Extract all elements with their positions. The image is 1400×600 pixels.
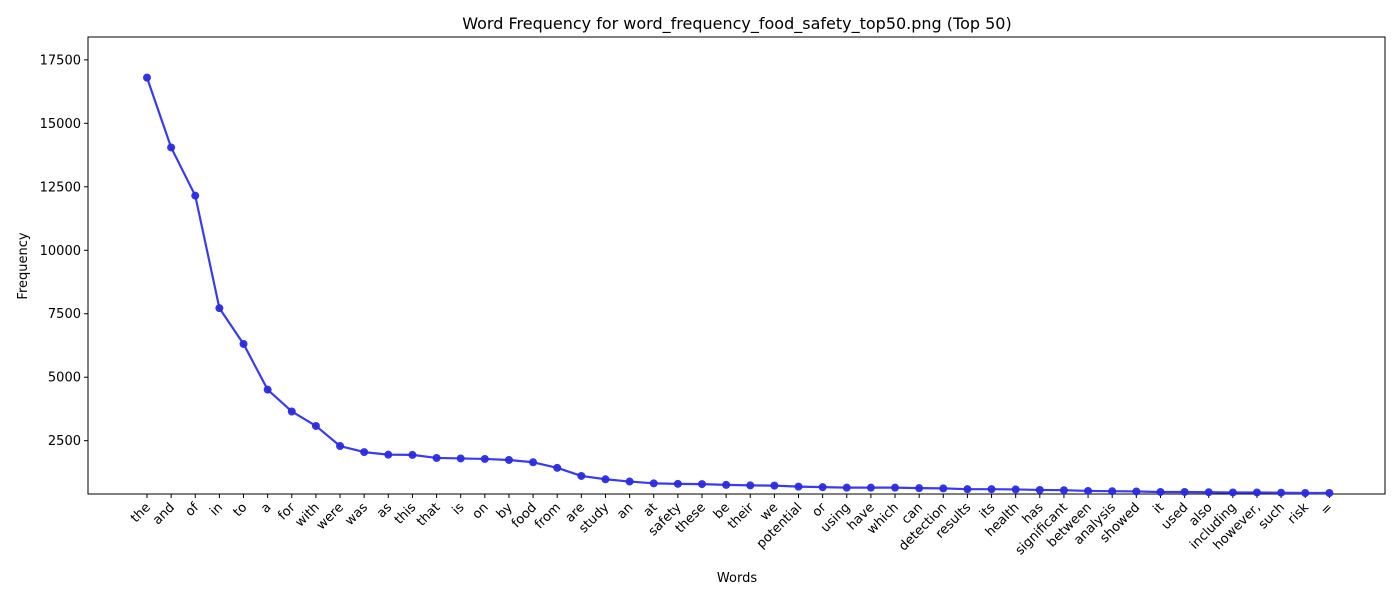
plot-area-frame [87, 36, 1386, 495]
x-tick-label: and [150, 500, 178, 528]
data-point [408, 450, 417, 459]
data-point [1180, 487, 1189, 496]
data-point [432, 453, 441, 462]
data-point [456, 454, 465, 463]
data-point [939, 484, 948, 493]
data-point [1084, 486, 1093, 495]
x-tick-label: from [532, 500, 564, 532]
data-point [263, 385, 272, 394]
chart-title: Word Frequency for word_frequency_food_s… [462, 14, 1011, 34]
y-tick-label: 2500 [48, 434, 81, 449]
data-point [1156, 487, 1165, 496]
data-point [1204, 488, 1213, 497]
x-tick-label: was [342, 500, 371, 529]
data-point [891, 483, 900, 492]
data-point [215, 304, 224, 313]
y-tick-label: 15000 [40, 117, 81, 132]
data-point [529, 458, 538, 467]
x-tick-label: risk [1285, 500, 1312, 527]
x-tick-label: on [470, 500, 492, 522]
x-tick-label: used [1159, 500, 1192, 533]
x-tick-label: is [450, 500, 468, 518]
y-axis-label: Frequency [16, 232, 31, 299]
series-line [145, 77, 1330, 495]
data-point [842, 483, 851, 492]
data-point [360, 448, 369, 457]
data-point [239, 339, 248, 348]
y-tick-label: 7500 [48, 307, 81, 322]
x-axis-label: Words [717, 571, 757, 586]
data-point [1011, 485, 1020, 494]
data-point [818, 483, 827, 492]
x-tick-label: that [414, 500, 443, 529]
data-point [191, 191, 200, 200]
data-point [697, 480, 706, 489]
x-tick-label: in [207, 500, 226, 519]
data-point [625, 477, 634, 486]
x-tick-label: it [1151, 500, 1168, 517]
y-tick-label: 12500 [40, 180, 81, 195]
data-point [336, 442, 345, 451]
x-tick-label: an [614, 500, 636, 522]
x-tick-label: of [183, 500, 203, 520]
data-point [1228, 488, 1237, 497]
data-point [1277, 488, 1286, 497]
data-point [601, 475, 610, 484]
data-point [1059, 486, 1068, 495]
data-point [963, 485, 972, 494]
data-point [722, 480, 731, 489]
x-tick-label: a [258, 500, 274, 516]
data-point [1035, 485, 1044, 494]
data-point [553, 463, 562, 472]
x-tick-label: were [314, 500, 347, 533]
data-point [143, 73, 151, 82]
data-point [311, 421, 320, 430]
data-point [1108, 487, 1117, 496]
data-point [673, 479, 682, 488]
data-point [649, 479, 658, 488]
y-tick-label: 5000 [48, 371, 81, 386]
data-point [746, 481, 755, 490]
data-point [987, 485, 996, 494]
series-frequency [143, 73, 1334, 497]
y-tick-label: 10000 [40, 244, 81, 259]
x-tick-label: = [1318, 500, 1336, 518]
x-tick-label: to [231, 500, 251, 520]
x-tick-label: food [509, 500, 540, 531]
data-point [1301, 488, 1310, 497]
data-point [794, 482, 803, 491]
y-axis: 2500 5000 7500 10000 12500 15000 17500 [40, 53, 88, 449]
data-point [866, 483, 875, 492]
x-tick-label: the [128, 500, 154, 526]
data-point [770, 481, 779, 490]
data-point [384, 450, 393, 459]
data-point [287, 407, 296, 416]
x-tick-label: this [392, 500, 420, 528]
y-tick-label: 17500 [40, 53, 81, 68]
data-point [1325, 488, 1334, 497]
data-point [1252, 488, 1261, 497]
data-point [480, 454, 489, 463]
data-point [167, 143, 176, 152]
data-point [577, 471, 586, 480]
data-point [915, 484, 924, 493]
x-tick-label: their [725, 500, 757, 532]
data-point [1132, 487, 1141, 496]
data-point [504, 455, 513, 464]
x-tick-label: such [1256, 500, 1288, 532]
